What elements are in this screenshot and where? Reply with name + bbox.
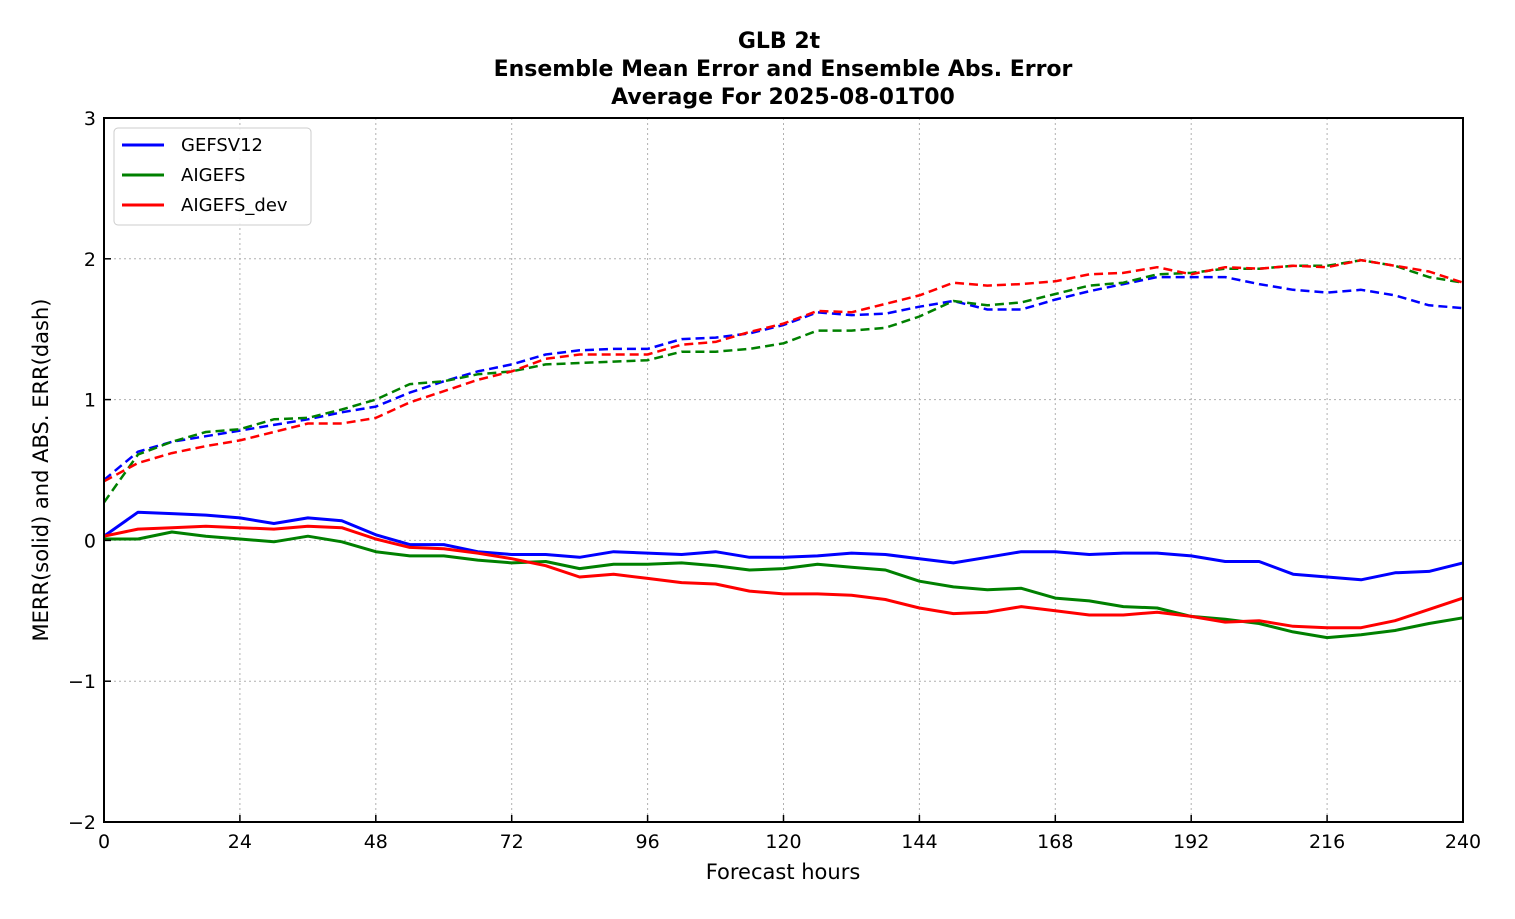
- x-tick-label: 192: [1173, 831, 1209, 853]
- title-line-3: Average For 2025-08-01T00: [611, 85, 955, 110]
- x-tick-label: 96: [636, 831, 660, 853]
- x-tick-label: 120: [765, 831, 801, 853]
- series-aigefs-dev-abs-err-line: [103, 258, 1464, 483]
- y-axis-label: MERR(solid) and ABS. ERR(dash): [29, 299, 53, 642]
- x-axis-label: Forecast hours: [706, 860, 861, 884]
- title-line-1: GLB 2t: [738, 29, 821, 54]
- y-tick-label: 3: [84, 108, 96, 130]
- series-group: [102, 258, 1464, 640]
- x-tick-label: 240: [1445, 831, 1481, 853]
- x-tick-label: 48: [364, 831, 388, 853]
- x-tick-label: 216: [1309, 831, 1345, 853]
- legend-item: AIGEFS: [122, 165, 245, 186]
- x-tick-label: 24: [228, 831, 252, 853]
- axis-ticks: 0 24 48 72 96 120 144 168 192 216 240 −2 −1 0 1 2 3: [68, 108, 1481, 853]
- title-line-2: Ensemble Mean Error and Ensemble Abs. Er…: [494, 57, 1073, 82]
- plot-frame: [103, 117, 1464, 823]
- legend: GEFSV12 AIGEFS AIGEFS_dev: [113, 127, 312, 226]
- series-gefsv12-abs-err-line: [103, 275, 1464, 481]
- legend-frame: [113, 127, 312, 226]
- y-tick-label: 0: [84, 530, 96, 552]
- x-tick-label: 168: [1037, 831, 1073, 853]
- x-tick-label: 144: [901, 831, 937, 853]
- legend-item: AIGEFS_dev: [122, 195, 288, 216]
- legend-label: AIGEFS_dev: [181, 195, 288, 216]
- legend-item: GEFSV12: [122, 135, 263, 156]
- legend-label: GEFSV12: [181, 135, 263, 156]
- x-tick-label: 0: [98, 831, 110, 853]
- y-tick-label: −2: [68, 812, 96, 834]
- y-tick-label: 1: [84, 390, 96, 412]
- x-tick-label: 72: [500, 831, 524, 853]
- series-aigefs-abs-err-line: [102, 258, 1464, 504]
- legend-label: AIGEFS: [181, 165, 245, 186]
- y-tick-label: 2: [84, 249, 96, 271]
- y-tick-label: −1: [68, 671, 96, 693]
- series-gefsv12-merr-line: [103, 510, 1464, 582]
- chart-title: GLB 2t Ensemble Mean Error and Ensemble …: [494, 29, 1073, 110]
- series-aigefs-dev-merr-line: [103, 524, 1464, 630]
